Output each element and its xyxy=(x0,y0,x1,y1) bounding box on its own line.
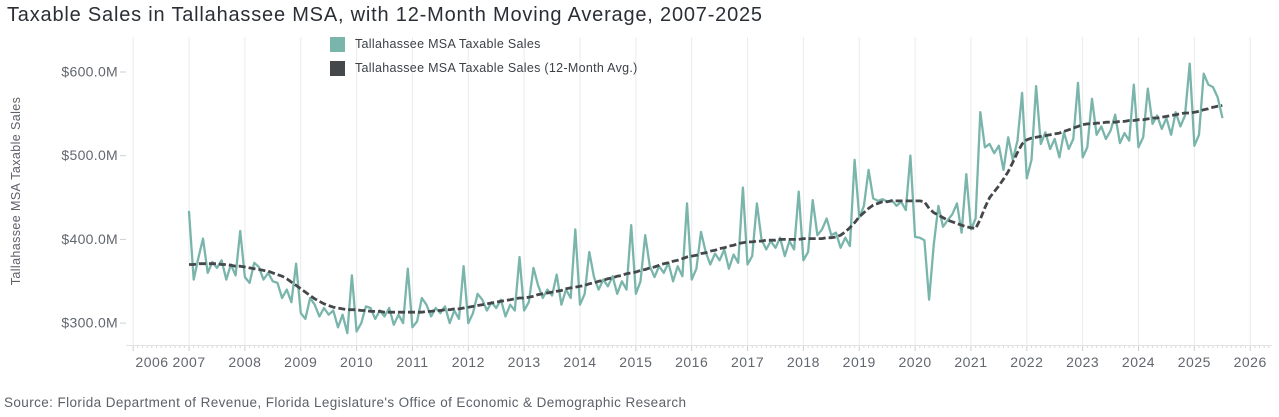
x-tick-label: 2018 xyxy=(787,354,820,370)
x-tick-label: 2009 xyxy=(284,354,317,370)
x-tick-label: 2023 xyxy=(1066,354,1099,370)
y-tick-label: $300.0M xyxy=(61,315,118,331)
x-tick-label: 2024 xyxy=(1122,354,1155,370)
y-tick-label: $400.0M xyxy=(61,231,118,247)
x-tick-label: 2011 xyxy=(396,354,428,370)
x-tick-labels: 2006 2007 2008 2009 2010 2011 2012 2013 2014 2015… xyxy=(135,354,1266,370)
x-tick-label: 2025 xyxy=(1178,354,1211,370)
x-tick-label: 2010 xyxy=(340,354,373,370)
chart-title: Taxable Sales in Tallahassee MSA, with 1… xyxy=(7,4,763,26)
x-tick-label: 2019 xyxy=(843,354,876,370)
gridlines xyxy=(132,37,1251,345)
x-tick-label: 2012 xyxy=(452,354,485,370)
x-tick-label: 2007 xyxy=(172,354,205,370)
y-tick-label: $600.0M xyxy=(61,64,118,80)
legend-item-avg: Tallahassee MSA Taxable Sales (12-Month … xyxy=(330,60,638,76)
y-axis-title: Tallahassee MSA Taxable Sales xyxy=(9,96,23,286)
series-line-sales xyxy=(187,62,1224,335)
legend-swatch-avg-icon xyxy=(330,60,345,76)
x-tick-label: 2014 xyxy=(563,354,596,370)
y-tick-label: $500.0M xyxy=(61,147,118,163)
x-tick-label: 2021 xyxy=(954,354,987,370)
x-axis-ticks xyxy=(132,346,1270,351)
x-tick-label: 2006 xyxy=(135,354,168,370)
y-tick-labels: $600.0M $500.0M $400.0M $300.0M xyxy=(61,64,126,331)
legend-item-sales: Tallahassee MSA Taxable Sales xyxy=(330,36,638,52)
series-line-moving-average xyxy=(189,104,1223,314)
x-tick-label: 2022 xyxy=(1010,354,1043,370)
legend: Tallahassee MSA Taxable Sales Tallahasse… xyxy=(330,36,638,84)
legend-label-sales: Tallahassee MSA Taxable Sales xyxy=(355,37,541,51)
x-tick-label: 2017 xyxy=(731,354,764,370)
x-tick-label: 2020 xyxy=(899,354,932,370)
x-tick-label: 2008 xyxy=(228,354,261,370)
source-note: Source: Florida Department of Revenue, F… xyxy=(4,395,687,410)
legend-label-avg: Tallahassee MSA Taxable Sales (12-Month … xyxy=(355,61,638,75)
x-tick-label: 2026 xyxy=(1234,354,1267,370)
x-tick-label: 2013 xyxy=(508,354,541,370)
x-tick-label: 2015 xyxy=(619,354,652,370)
legend-swatch-sales-icon xyxy=(330,36,345,52)
x-tick-label: 2016 xyxy=(675,354,708,370)
